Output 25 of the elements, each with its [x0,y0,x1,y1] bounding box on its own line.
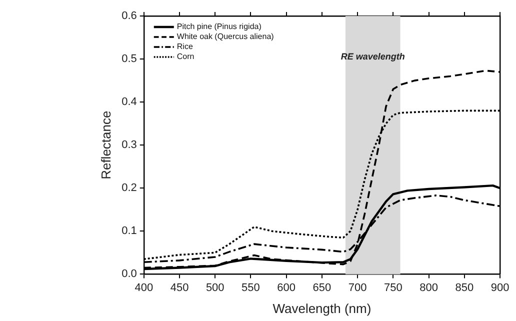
y-tick-label: 0.3 [122,139,137,152]
legend-label: White oak (Quercus aliena) [176,32,274,42]
legend-label: Rice [176,42,194,52]
y-axis-title: Reflectance [98,110,114,180]
x-tick-label: 850 [455,282,474,294]
y-tick-label: 0.1 [122,225,137,238]
x-tick-label: 400 [134,282,154,294]
x-tick-label: 500 [206,282,224,294]
x-tick-label: 600 [277,282,296,294]
legend-label: Corn [176,52,194,62]
y-tick-label: 0.0 [122,268,137,280]
x-tick-label: 550 [242,282,260,294]
y-tick-label: 0.5 [122,53,137,66]
x-tick-label: 650 [312,282,332,294]
x-tick-label: 900 [490,282,510,294]
x-tick-label: 450 [170,282,189,294]
x-tick-label: 750 [384,282,402,294]
y-tick-label: 0.4 [122,96,137,108]
band-label: RE wavelength [340,51,406,62]
x-tick-label: 700 [348,282,367,294]
y-tick-label: 0.6 [122,10,137,22]
legend-label: Pitch pine (Pinus rigida) [176,22,262,32]
x-axis-title: Wavelength (nm) [272,300,372,316]
x-tick-label: 800 [420,282,438,294]
y-tick-label: 0.2 [122,182,137,194]
